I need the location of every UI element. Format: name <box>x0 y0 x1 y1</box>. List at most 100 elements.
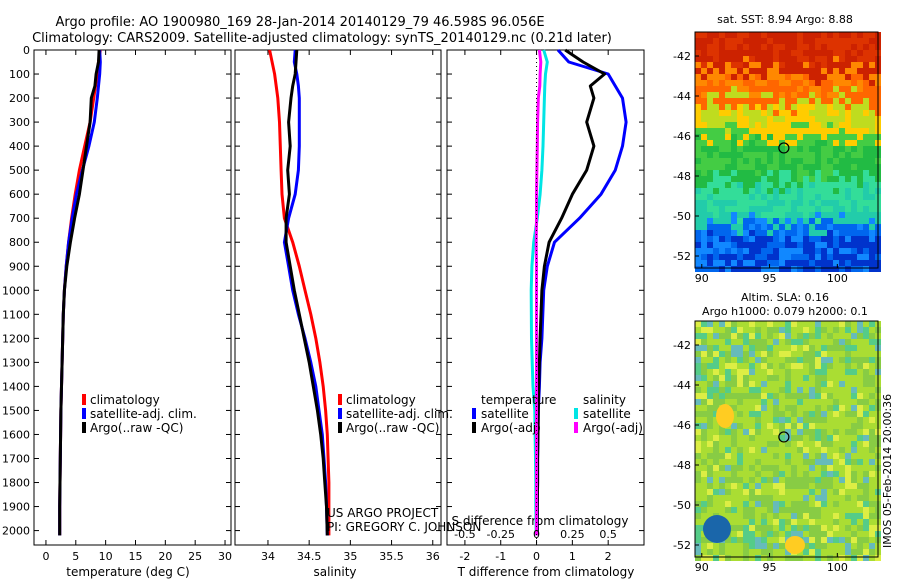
map-x-tick-label: 90 <box>695 272 709 285</box>
map-cell <box>695 62 701 68</box>
map-cell <box>773 381 779 387</box>
map-cell <box>779 164 785 170</box>
map-cell <box>803 345 809 351</box>
map-cell <box>809 423 815 429</box>
map-cell <box>821 194 827 200</box>
map-cell <box>815 327 821 333</box>
map-cell <box>719 441 725 447</box>
map-cell <box>851 230 857 236</box>
map-cell <box>731 525 737 531</box>
map-cell <box>695 501 701 507</box>
map-cell <box>797 80 803 86</box>
map-cell <box>833 429 839 435</box>
x-tick-label: 30 <box>218 550 232 563</box>
map-x-tick-label: 100 <box>827 561 848 574</box>
sla-high-blob <box>716 404 734 428</box>
map-cell <box>719 32 725 38</box>
map-cell <box>845 525 851 531</box>
map-cell <box>863 122 869 128</box>
map-cell <box>743 68 749 74</box>
map-cell <box>785 152 791 158</box>
imos-stamp: IMOS 05-Feb-2014 20:00:36 <box>881 394 894 548</box>
map-cell <box>779 423 785 429</box>
map-cell <box>725 549 731 555</box>
map-cell <box>815 351 821 357</box>
map-cell <box>713 555 719 561</box>
map-cell <box>869 549 875 555</box>
map-cell <box>713 122 719 128</box>
map-cell <box>821 122 827 128</box>
map-cell <box>809 200 815 206</box>
map-cell <box>695 363 701 369</box>
map-cell <box>761 50 767 56</box>
map-cell <box>779 254 785 260</box>
map-cell <box>803 140 809 146</box>
map-cell <box>863 411 869 417</box>
map-cell <box>815 363 821 369</box>
map-cell <box>749 188 755 194</box>
map-cell <box>815 248 821 254</box>
legend-label: climatology <box>346 393 416 407</box>
map-cell <box>791 92 797 98</box>
map-cell <box>803 212 809 218</box>
map-cell <box>845 260 851 266</box>
map-cell <box>701 381 707 387</box>
map-cell <box>755 158 761 164</box>
map-cell <box>803 62 809 68</box>
map-cell <box>773 164 779 170</box>
map-cell <box>803 357 809 363</box>
map-cell <box>833 543 839 549</box>
map-cell <box>815 176 821 182</box>
map-cell <box>755 531 761 537</box>
map-cell <box>797 339 803 345</box>
map-cell <box>815 224 821 230</box>
map-cell <box>755 351 761 357</box>
map-cell <box>743 230 749 236</box>
map-cell <box>851 194 857 200</box>
map-cell <box>791 453 797 459</box>
map-cell <box>809 188 815 194</box>
map-cell <box>827 92 833 98</box>
map-cell <box>785 483 791 489</box>
map-cell <box>779 393 785 399</box>
map-cell <box>845 62 851 68</box>
map-cell <box>869 248 875 254</box>
map-cell <box>695 471 701 477</box>
map-cell <box>815 495 821 501</box>
map-cell <box>743 32 749 38</box>
map-cell <box>803 74 809 80</box>
map-cell <box>725 86 731 92</box>
map-cell <box>827 230 833 236</box>
map-cell <box>707 110 713 116</box>
map-cell <box>719 230 725 236</box>
map-cell <box>755 44 761 50</box>
map-cell <box>743 357 749 363</box>
map-cell <box>863 218 869 224</box>
map-cell <box>737 399 743 405</box>
map-cell <box>833 477 839 483</box>
map-cell <box>695 435 701 441</box>
map-cell <box>827 212 833 218</box>
map-cell <box>869 38 875 44</box>
map-cell <box>851 327 857 333</box>
map-cell <box>773 369 779 375</box>
map-cell <box>725 537 731 543</box>
map-cell <box>863 465 869 471</box>
map-cell <box>743 411 749 417</box>
map-cell <box>767 266 773 272</box>
map-cell <box>755 399 761 405</box>
map-cell <box>785 339 791 345</box>
map-cell <box>773 459 779 465</box>
map-cell <box>755 387 761 393</box>
map-cell <box>737 471 743 477</box>
map-cell <box>749 44 755 50</box>
map-cell <box>773 224 779 230</box>
map-y-tick-label: -52 <box>673 539 691 552</box>
map-cell <box>791 345 797 351</box>
map-cell <box>755 423 761 429</box>
map-cell <box>785 489 791 495</box>
map-cell <box>803 86 809 92</box>
map-cell <box>845 429 851 435</box>
map-cell <box>707 38 713 44</box>
map-cell <box>797 471 803 477</box>
